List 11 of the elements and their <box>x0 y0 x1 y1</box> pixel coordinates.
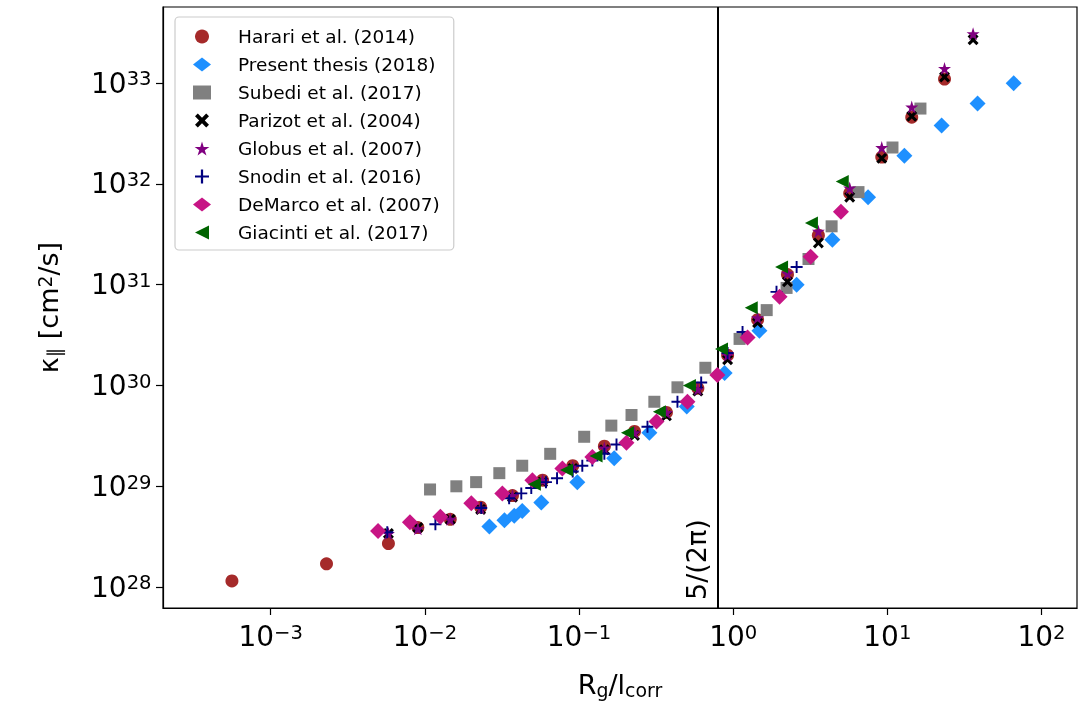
legend-label: Parizot et al. (2004) <box>238 110 421 131</box>
legend-label: Globus et al. (2007) <box>238 138 423 159</box>
legend-label: Subedi et al. (2017) <box>238 82 422 103</box>
legend-label: Present thesis (2018) <box>238 54 436 75</box>
y-axis-title: κ∥ [cm2/s] <box>32 241 66 374</box>
legend-label: Harari et al. (2014) <box>238 26 416 47</box>
x-axis-title: Rg/lcorr <box>577 669 663 702</box>
ref-line-label: 5/(2π) <box>681 519 713 600</box>
legend-label: Snodin et al. (2016) <box>238 166 422 187</box>
legend-label: DeMarco et al. (2007) <box>238 194 440 215</box>
legend-label: Giacinti et al. (2017) <box>238 222 429 243</box>
